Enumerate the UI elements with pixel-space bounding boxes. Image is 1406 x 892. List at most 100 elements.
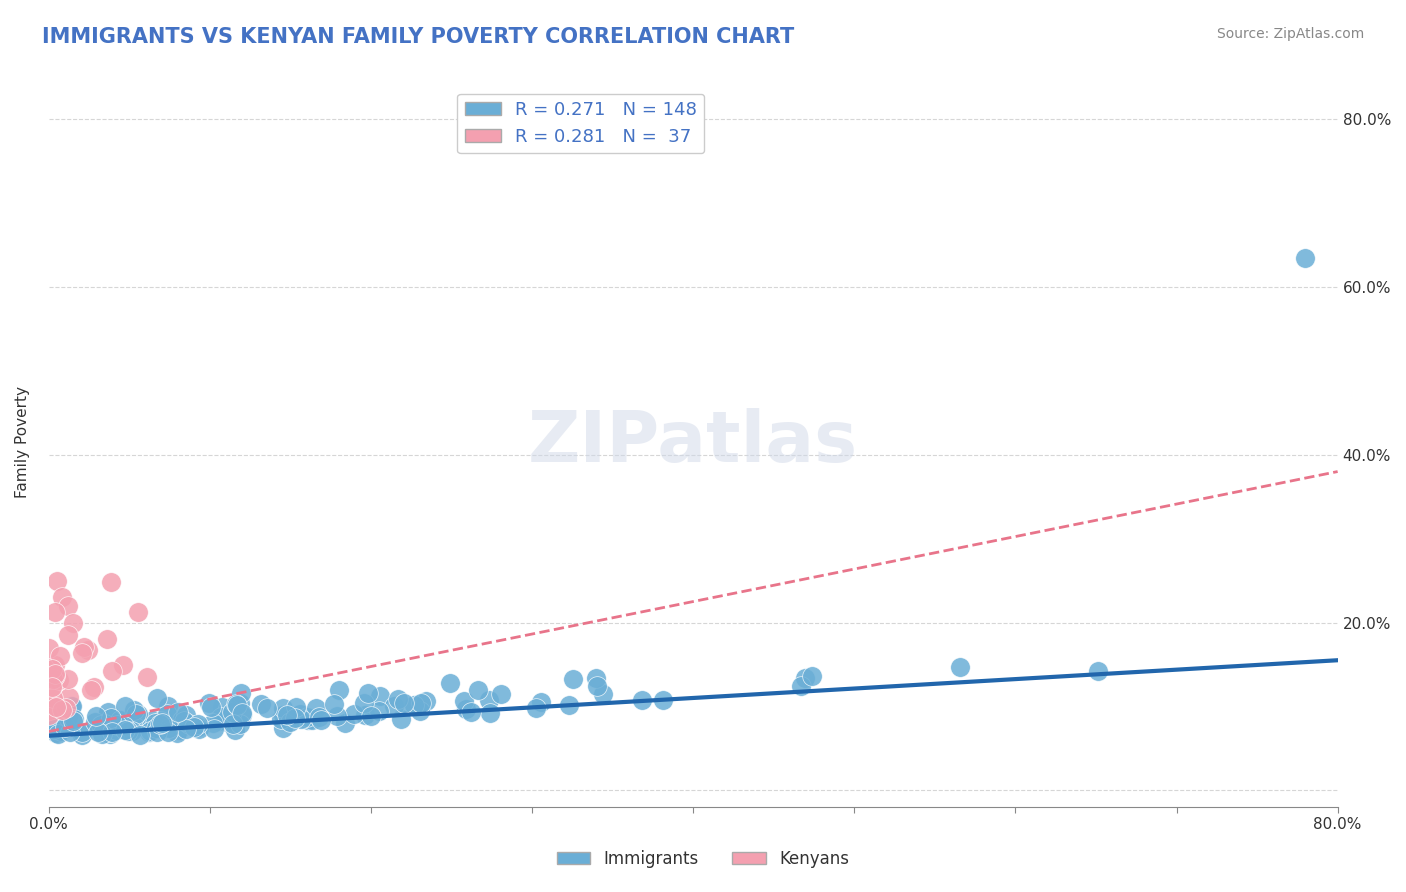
Point [174,707,197,722]
Point [44,605,66,619]
Point [295,710,318,724]
Point [353,696,375,710]
Point [77,642,100,657]
Point [276,707,298,722]
Point [83,680,105,694]
Point [360,709,382,723]
Point [96,705,118,719]
Point [221,705,243,719]
Point [90,717,112,731]
Point [56,672,79,686]
Point [157,698,180,713]
Point [229,717,252,731]
Point [172,713,194,727]
Point [156,706,179,721]
Point [100,711,122,725]
Point [270,712,292,726]
Point [526,701,548,715]
Point [250,697,273,711]
Point [949,660,972,674]
Point [84,709,107,723]
Point [114,723,136,737]
Point [801,669,824,683]
Point [478,692,501,706]
Point [231,706,253,721]
Point [592,687,614,701]
Point [166,705,188,719]
Point [387,692,409,706]
Point [297,713,319,727]
Point [60,698,83,713]
Point [60,699,83,714]
Point [198,696,221,710]
Point [224,723,246,737]
Point [215,714,238,729]
Point [357,685,380,699]
Point [467,682,489,697]
Point [479,706,502,720]
Point [530,695,553,709]
Point [45,726,67,740]
Point [59,724,82,739]
Point [124,720,146,734]
Point [58,690,80,705]
Point [51,704,73,718]
Point [45,699,67,714]
Point [285,700,308,714]
Point [290,712,312,726]
Point [49,648,72,663]
Point [328,682,350,697]
Point [98,724,121,739]
Point [143,715,166,730]
Point [284,711,307,725]
Point [157,721,180,735]
Point [187,722,209,736]
Point [39,699,62,714]
Point [111,657,134,672]
Point [323,698,346,712]
Point [58,627,80,641]
Point [70,725,93,739]
Point [41,662,63,676]
Point [179,717,201,731]
Point [100,575,122,590]
Point [63,712,86,726]
Point [1294,251,1316,265]
Point [183,720,205,734]
Point [41,680,63,694]
Point [354,708,377,723]
Point [460,705,482,719]
Point [83,715,105,730]
Point [55,701,77,715]
Point [343,707,366,722]
Point [209,710,232,724]
Point [112,719,135,733]
Point [146,725,169,739]
Point [273,707,295,722]
Point [394,696,416,710]
Point [208,714,231,729]
Point [38,703,60,717]
Point [382,699,405,714]
Point [148,717,170,731]
Point [45,574,67,588]
Point [105,723,128,738]
Point [166,726,188,740]
Point [201,716,224,731]
Point [256,701,278,715]
Point [48,727,70,741]
Point [70,646,93,660]
Point [790,678,813,692]
Point [271,721,294,735]
Point [51,591,73,605]
Point [73,640,96,654]
Point [225,698,247,712]
Point [652,693,675,707]
Point [415,694,437,708]
Point [45,719,67,733]
Point [44,668,66,682]
Point [98,727,121,741]
Point [202,722,225,736]
Point [558,698,581,712]
Point [138,724,160,739]
